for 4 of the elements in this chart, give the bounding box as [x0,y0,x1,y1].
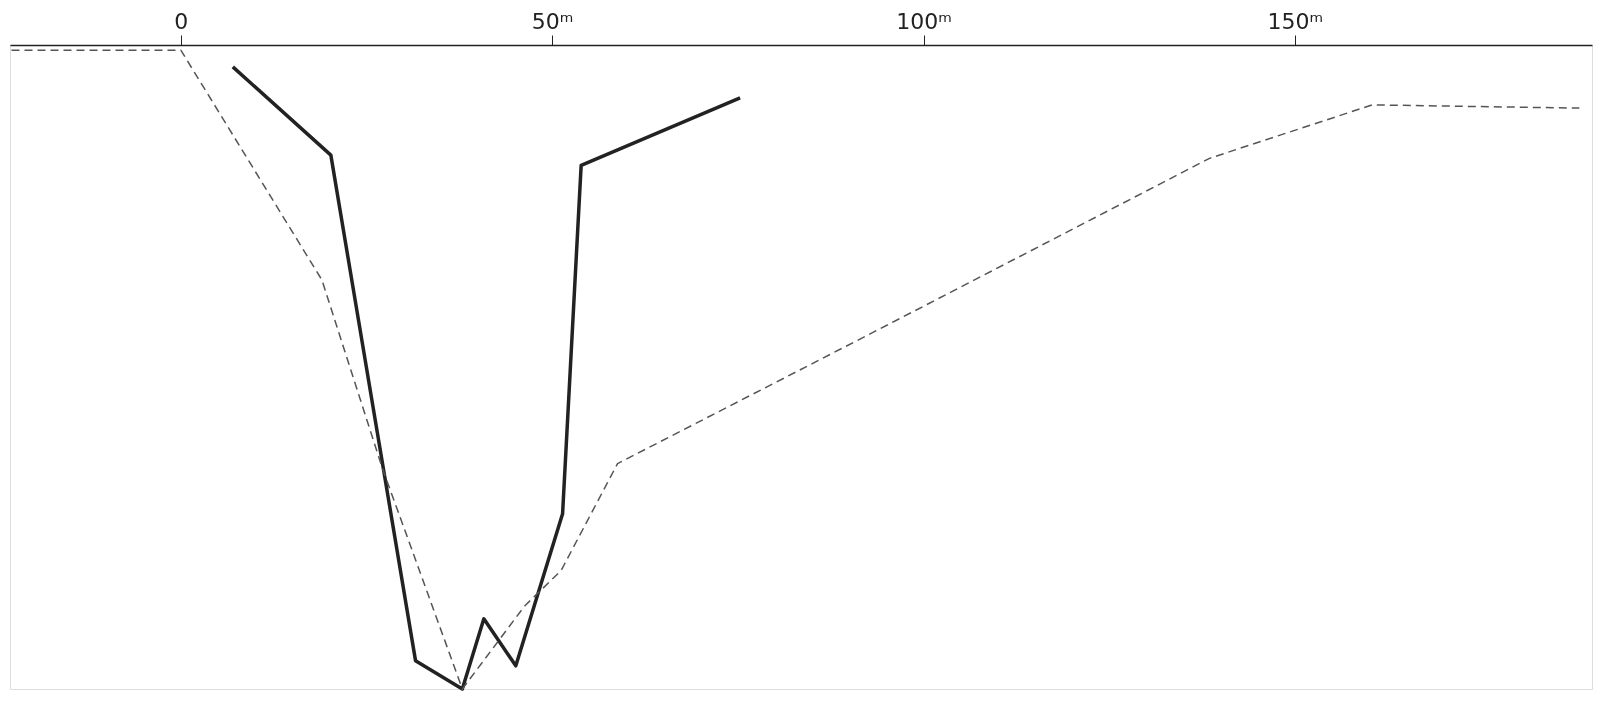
x-tick-label: 100ᵐ [896,8,952,34]
x-tick-label: 50ᵐ [531,8,574,34]
x-tick-label: 150ᵐ [1267,8,1324,34]
x-tick-label: 0 [174,8,189,34]
